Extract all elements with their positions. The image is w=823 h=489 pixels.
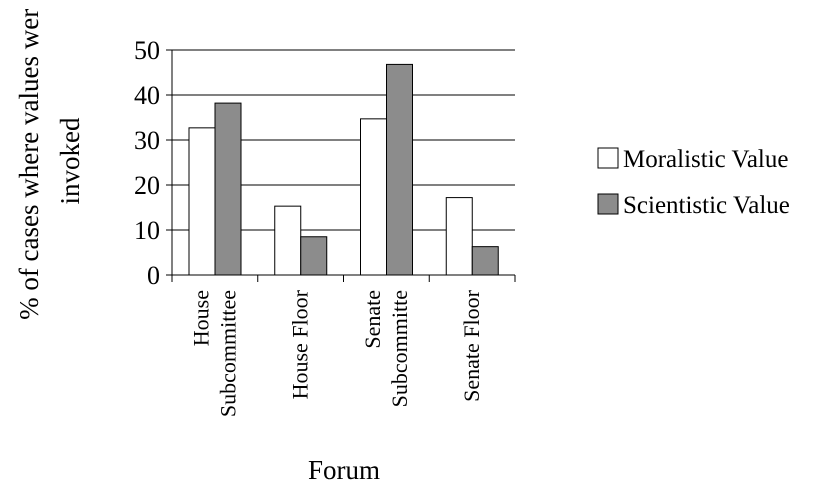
legend-swatch-scientistic	[597, 193, 619, 215]
x-axis-title: Forum	[308, 455, 380, 485]
legend-label: Moralistic Value	[623, 146, 788, 173]
legend: Moralistic Value Scientistic Value	[597, 146, 790, 219]
x-category-label: House	[188, 290, 213, 346]
bars	[188, 63, 499, 276]
y-tick-label: 0	[147, 261, 160, 290]
y-tick-label: 10	[134, 216, 160, 245]
y-tick-label: 40	[134, 81, 160, 110]
bar-moralistic	[445, 197, 473, 276]
x-category-label: Senate Floor	[459, 289, 484, 401]
y-axis-title-line-1: % of cases where values wer	[14, 9, 44, 320]
y-tick-label: 30	[134, 126, 160, 155]
bar-moralistic	[274, 205, 302, 276]
y-axis-title-line-2: invoked	[55, 117, 85, 204]
x-category-label: Subcommitte	[387, 290, 412, 407]
bar-moralistic	[188, 127, 216, 276]
y-tick-labels: 0 10 20 30 40 50	[134, 36, 160, 290]
y-tick-label: 50	[134, 36, 160, 65]
x-category-labels: House Subcommittee House Floor Senate Subcom…	[188, 289, 484, 417]
x-category-label: Subcommittee	[215, 290, 240, 417]
bar-scientistic	[300, 236, 328, 276]
bar-scientistic	[386, 63, 413, 276]
legend-label: Scientistic Value	[623, 192, 790, 219]
y-tick-label: 20	[134, 171, 160, 200]
x-category-label: Senate	[360, 290, 385, 349]
bar-moralistic	[360, 118, 387, 276]
bar-scientistic	[471, 246, 499, 276]
axes	[166, 49, 516, 282]
legend-swatch-moralistic	[597, 147, 619, 169]
x-category-label: House Floor	[288, 289, 313, 399]
y-axis-title: % of cases where values wer invoked	[14, 2, 85, 320]
bar-scientistic	[214, 102, 242, 276]
